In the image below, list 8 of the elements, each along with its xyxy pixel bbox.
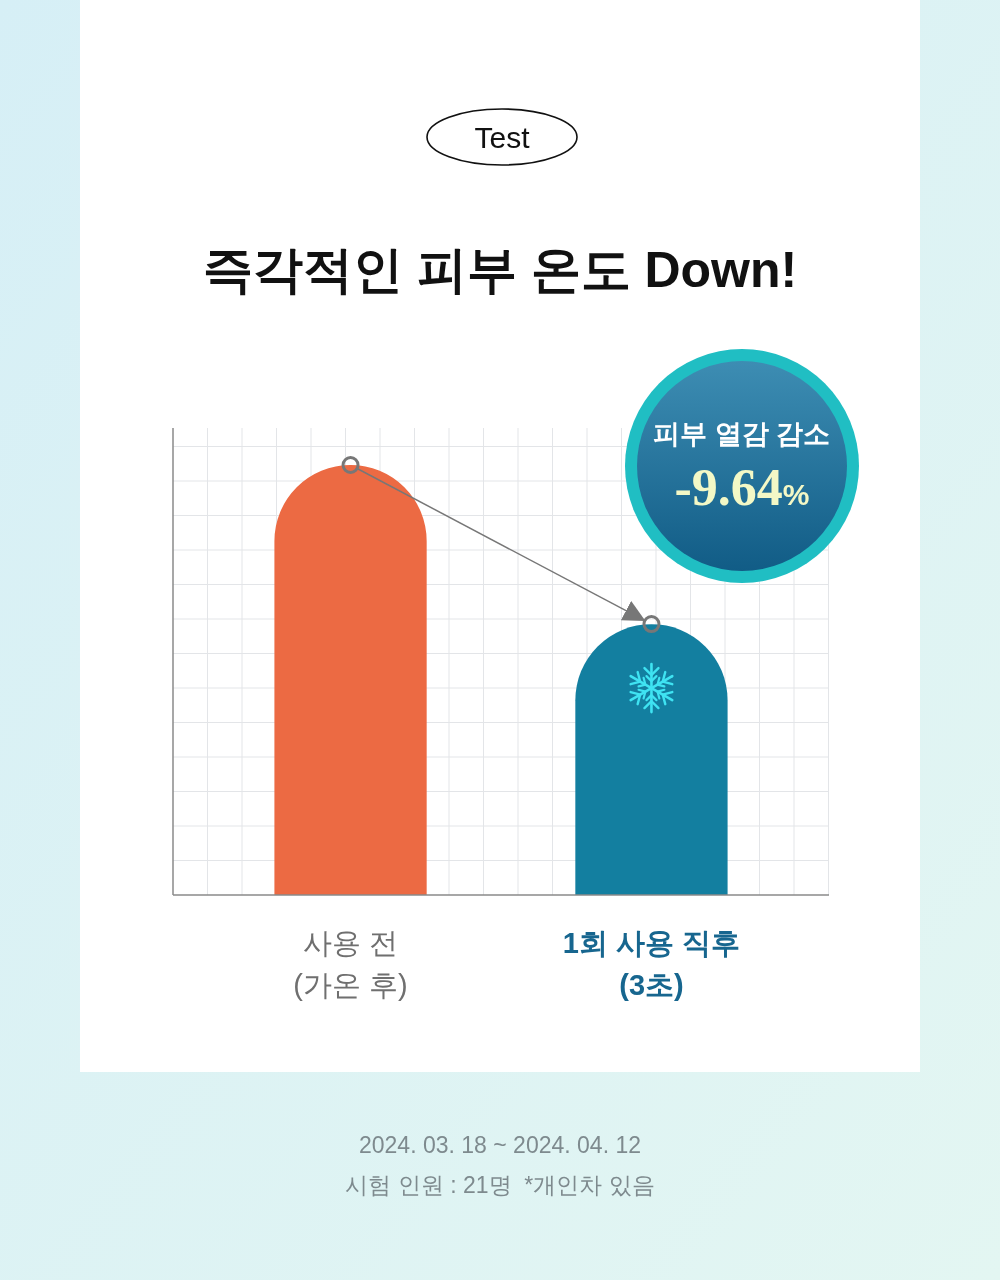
text: 시험 인원 : 21명 *개인차 있음 (345, 1172, 655, 1198)
chart-title: 즉각적인 피부 온도 Down! (202, 242, 798, 298)
text: Test (474, 121, 531, 154)
x-tick-label: 사용 전 (가온 후) (293, 927, 408, 1001)
x-tick-label: 1회 사용 직후 (3초) (562, 927, 741, 1001)
annotation: -9.64% (674, 459, 810, 516)
text: 피부 열감 감소 (653, 419, 831, 449)
text: 2024. 03. 18 ~ 2024. 04. 12 (359, 1132, 641, 1158)
